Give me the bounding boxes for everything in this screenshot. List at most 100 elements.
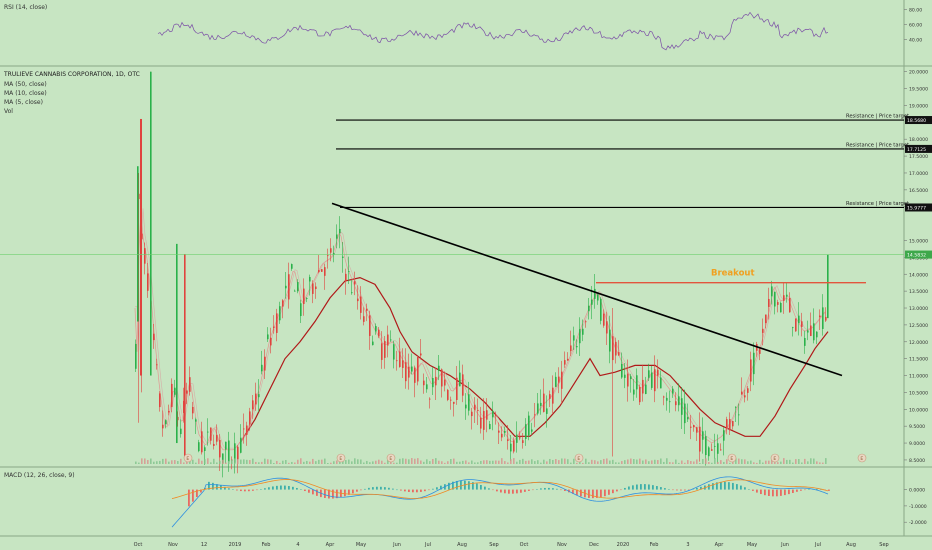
candle-body	[582, 328, 584, 335]
candle-body	[528, 415, 530, 436]
candle-body	[663, 396, 665, 398]
x-tick-label: Jul	[814, 542, 821, 548]
price-tick-label: 19.5000	[909, 87, 928, 93]
candle-body	[255, 393, 257, 405]
price-tick-label: 12.0000	[909, 340, 928, 346]
volume-bar	[570, 462, 572, 464]
candle-body	[381, 343, 383, 360]
price-tick-label: 10.0000	[909, 407, 928, 413]
candle-body	[186, 390, 188, 394]
volume-bar	[645, 459, 647, 464]
candle-body	[483, 410, 485, 430]
macd-histogram-bar	[432, 488, 434, 490]
volume-bar	[474, 462, 476, 464]
volume-bar	[741, 459, 743, 464]
volume-bar	[720, 460, 722, 464]
volume-bar	[687, 460, 689, 464]
volume-bar	[588, 462, 590, 464]
volume-bar	[510, 459, 512, 464]
ma50-line	[239, 276, 829, 444]
volume-bar	[312, 458, 314, 464]
macd-histogram-bar	[504, 489, 506, 494]
x-tick-label: Aug	[457, 542, 467, 548]
volume-bar	[735, 458, 737, 464]
candle-body	[789, 297, 791, 313]
macd-histogram-bar	[196, 489, 198, 498]
volume-bar	[426, 459, 428, 464]
resistance-label: Resistance | Price target	[846, 114, 909, 120]
macd-histogram-bar	[268, 487, 270, 490]
macd-histogram-bar	[768, 489, 770, 496]
candle-body	[456, 377, 458, 400]
volume-bar	[471, 460, 473, 464]
volume-bar	[288, 462, 290, 464]
candle-body	[690, 426, 692, 428]
volume-bar	[492, 460, 494, 464]
macd-histogram-bar	[696, 488, 698, 490]
candle-body	[195, 419, 197, 422]
candle-body	[621, 363, 623, 378]
x-tick-label: May	[356, 542, 366, 548]
volume-bar	[318, 459, 320, 464]
volume-bar	[213, 458, 215, 464]
candle-body	[393, 344, 395, 360]
macd-histogram-bar	[688, 489, 690, 491]
volume-bar	[480, 460, 482, 464]
volume-bar	[549, 458, 551, 464]
candle-body	[570, 345, 572, 352]
volume-bar	[726, 459, 728, 464]
candle-body	[825, 316, 827, 321]
x-tick-label: Feb	[650, 542, 659, 548]
volume-bar	[225, 462, 227, 464]
macd-histogram-bar	[404, 489, 406, 492]
volume-bar	[357, 459, 359, 464]
x-tick-label: Aug	[846, 542, 856, 548]
volume-bar	[216, 462, 218, 464]
candle-body	[435, 376, 437, 386]
candle-body	[138, 193, 140, 200]
volume-bar	[150, 458, 152, 464]
volume-bar	[462, 460, 464, 464]
candle-body	[585, 321, 587, 323]
candle-body	[624, 374, 626, 378]
candle-body	[741, 391, 743, 395]
macd-histogram-bar	[532, 489, 534, 491]
candle-body	[561, 371, 563, 389]
volume-bar	[777, 462, 779, 464]
x-tick-label: Oct	[134, 542, 143, 548]
volume-bar	[558, 460, 560, 464]
candle-body	[702, 431, 704, 440]
volume-bar	[594, 460, 596, 464]
volume-bar	[414, 458, 416, 464]
macd-histogram-bar	[596, 489, 598, 498]
macd-histogram-bar	[684, 489, 686, 491]
volume-bar	[285, 460, 287, 464]
candle-body	[555, 376, 557, 387]
volume-bar	[234, 458, 236, 464]
volume-bar	[369, 462, 371, 464]
volume-bar	[519, 459, 521, 464]
volume-bar	[432, 458, 434, 464]
candle-body	[588, 305, 590, 312]
candle-body	[450, 399, 452, 401]
macd-histogram-bar	[276, 485, 278, 490]
macd-histogram-bar	[792, 489, 794, 493]
price-tick-label: 12.5000	[909, 323, 928, 329]
candle-body	[291, 264, 293, 269]
candle-body	[531, 429, 533, 432]
macd-histogram-bar	[352, 489, 354, 494]
x-tick-label: Nov	[557, 542, 567, 548]
volume-bar	[453, 458, 455, 464]
volume-bar	[360, 459, 362, 464]
volume-bar	[363, 462, 365, 464]
event-marker-label: E	[186, 456, 189, 462]
x-tick-label: Nov	[168, 542, 178, 548]
resistance-price-badge-text: 15.9777	[907, 205, 926, 211]
candle-body	[486, 410, 488, 420]
event-marker-label: E	[389, 456, 392, 462]
volume-bar	[348, 459, 350, 464]
volume-bar	[723, 461, 725, 464]
event-marker-label: E	[577, 456, 580, 462]
grid	[0, 0, 932, 537]
volume-bar	[624, 460, 626, 464]
